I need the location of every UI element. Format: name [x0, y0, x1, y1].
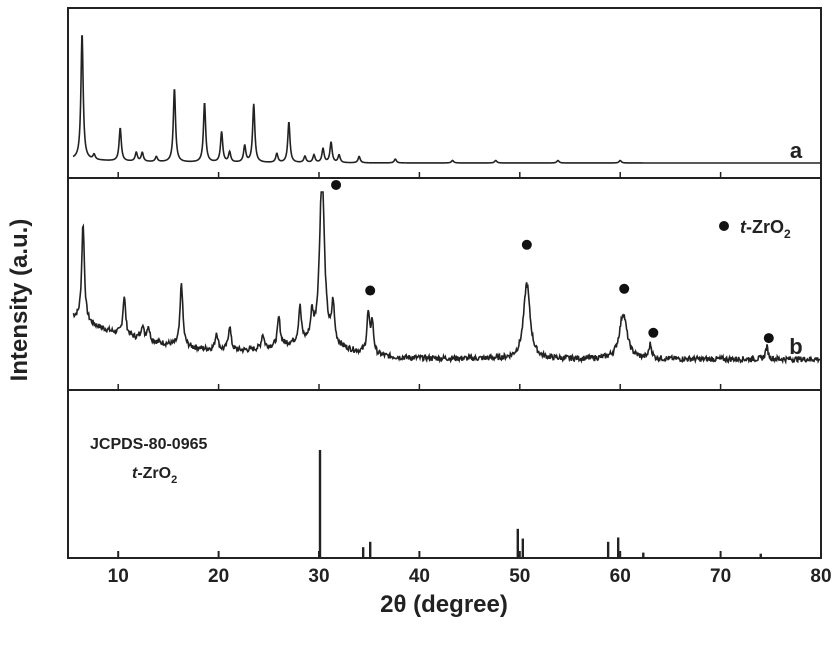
- panel-reference: [318, 450, 762, 558]
- panel-a: [72, 35, 821, 164]
- x-axis-ticks: [117, 172, 822, 558]
- x-axis-tick-labels: 10 20 30 40 50 60 70 80: [108, 566, 832, 587]
- panel-b-label: b: [789, 334, 802, 359]
- legend-label: t-ZrO2: [740, 217, 791, 241]
- x-tick-label: 10: [108, 566, 129, 587]
- legend-marker: [719, 221, 729, 231]
- plot-frame: [67, 7, 822, 559]
- panel-a-label: a: [790, 138, 803, 163]
- x-tick-label: 80: [810, 566, 831, 587]
- x-tick-label: 70: [710, 566, 731, 587]
- phase-marker: [763, 333, 774, 344]
- phase-marker: [648, 327, 659, 338]
- x-tick-label: 30: [308, 566, 329, 587]
- reference-caption-line1: JCPDS-80-0965: [90, 436, 208, 453]
- phase-marker: [521, 239, 532, 250]
- x-tick-label: 50: [509, 566, 530, 587]
- reference-caption-line2: t-ZrO2: [132, 465, 177, 486]
- x-tick-label: 40: [409, 566, 430, 587]
- phase-marker: [331, 179, 342, 190]
- x-tick-label: 60: [610, 566, 631, 587]
- phase-marker: [365, 285, 376, 296]
- x-tick-label: 20: [208, 566, 229, 587]
- panel-b: [72, 179, 821, 365]
- x-axis-label: 2θ (degree): [380, 591, 508, 618]
- legend: t-ZrO2: [719, 217, 791, 241]
- series-b-line: [72, 191, 821, 365]
- series-a-line: [72, 35, 821, 164]
- phase-marker: [619, 283, 630, 294]
- y-axis-label: Intensity (a.u.): [6, 219, 33, 382]
